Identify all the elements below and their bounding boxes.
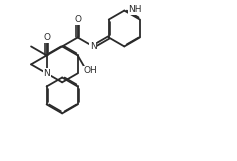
Text: N: N: [43, 69, 50, 78]
Text: OH: OH: [83, 66, 97, 76]
Text: O: O: [74, 15, 81, 24]
Text: O: O: [43, 33, 50, 42]
Text: N: N: [90, 42, 97, 51]
Text: NH: NH: [128, 5, 142, 14]
